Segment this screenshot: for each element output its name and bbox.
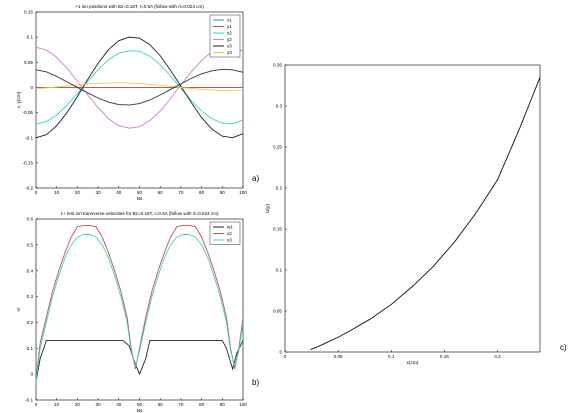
- y-tick-label: 0.1: [27, 35, 34, 40]
- legend-entry: w1: [227, 225, 233, 230]
- x-tick-label: 10: [54, 190, 60, 195]
- y-tick-label: 0.2: [276, 186, 283, 191]
- x-tick-label: 70: [178, 190, 184, 195]
- panel-label-c: c): [560, 343, 567, 352]
- legend-entry: x1: [227, 18, 232, 23]
- y-tick-label: 0.4: [27, 268, 34, 273]
- legend-entry: x3: [227, 44, 232, 49]
- x-tick-label: 80: [199, 402, 205, 407]
- y-tick-label: -0.05: [23, 110, 34, 115]
- series-line-x3: [35, 234, 244, 382]
- legend-entry: y1: [227, 24, 232, 29]
- x-tick-label: 0.2: [494, 354, 501, 359]
- y-tick-label: 0.15: [24, 10, 33, 15]
- y-tick-label: 0.05: [24, 60, 33, 65]
- x-tick-label: 10: [54, 402, 60, 407]
- y-axis-label: U(y): [265, 204, 271, 213]
- x-tick-label: 70: [178, 402, 184, 407]
- y-tick-label: 0: [279, 350, 282, 355]
- x-tick-label: 0.15: [440, 354, 449, 359]
- x-tick-label: 80: [199, 190, 205, 195]
- x-tick-label: 50: [137, 402, 143, 407]
- y-tick-label: 0: [30, 85, 33, 90]
- y-tick-label: 0.2: [27, 320, 34, 325]
- plot-area: [35, 11, 244, 189]
- x-tick-label: 0: [284, 354, 287, 359]
- x-axis-label: Ns: [137, 196, 143, 202]
- x-tick-label: 60: [158, 190, 164, 195]
- panel-label-b: b): [252, 378, 259, 387]
- x-tick-label: 40: [116, 190, 122, 195]
- x-tick-label: 60: [158, 402, 164, 407]
- x-tick-label: 100: [239, 190, 247, 195]
- plot-area: [284, 64, 541, 353]
- x-tick-label: 20: [75, 402, 81, 407]
- chart-3: 0 0.05 0.1 0.15 0.2 0 0.05 0.1 0.15 0.2 0.25 0.3 0.3…: [265, 63, 541, 366]
- x-tick-label: 50: [137, 190, 143, 195]
- x-tick-label: 0: [35, 190, 38, 195]
- legend-entry: x2: [227, 231, 232, 236]
- x-tick-label: 100: [239, 402, 247, 407]
- y-tick-label: 0.5: [27, 242, 34, 247]
- series-line-y3: [35, 82, 244, 91]
- legend-box: [209, 221, 241, 245]
- series-line-y2: [35, 46, 244, 129]
- y-tick-label: 0.3: [276, 104, 283, 109]
- y-tick-label: 0.25: [273, 145, 282, 150]
- y-tick-label: 0.1: [276, 268, 283, 273]
- y-tick-label: -0.1: [25, 135, 33, 140]
- x-tick-label: 90: [220, 402, 226, 407]
- y-tick-label: 0: [30, 372, 33, 377]
- series-line-series-1: [310, 77, 541, 350]
- series-line-x2: [35, 225, 244, 380]
- y-tick-label: 0.3: [27, 294, 34, 299]
- x-tick-label: 0: [35, 402, 38, 407]
- series-line-w1: [35, 340, 244, 382]
- y-tick-label: 0.15: [273, 227, 282, 232]
- x-tick-label: 30: [96, 402, 102, 407]
- y-tick-label: -0.2: [25, 186, 33, 191]
- series-line-x3: [35, 36, 244, 139]
- chart-1: +1 ion positions with Bz=0.18T, I=0.5A (…: [16, 4, 247, 202]
- legend-box: [209, 14, 241, 58]
- x-tick-label: 90: [220, 190, 226, 195]
- x-tick-label: 0.1: [388, 354, 395, 359]
- y-tick-label: 0.05: [273, 309, 282, 314]
- chart-title: 1+ test ion transverse velocities for Bz…: [60, 211, 219, 216]
- panel-label-a: a): [252, 174, 259, 183]
- series-line-series-7: [35, 68, 244, 106]
- legend-entry: x2: [227, 31, 232, 36]
- plot-area: [35, 218, 244, 401]
- y-tick-label: -0.15: [23, 160, 34, 165]
- legend-entry: x3: [227, 238, 232, 243]
- series-line-x2: [35, 50, 244, 125]
- x-axis-label: Ns: [137, 408, 143, 413]
- x-axis-label: x(cm): [407, 360, 419, 366]
- x-tick-label: 0.05: [334, 354, 343, 359]
- legend-entry: y2: [227, 37, 232, 42]
- x-tick-label: 40: [116, 402, 122, 407]
- y-tick-label: 0.1: [27, 346, 34, 351]
- x-tick-label: 20: [75, 190, 81, 195]
- y-axis-label: x, y(cm): [16, 91, 22, 108]
- y-axis-label: vr: [16, 307, 22, 311]
- chart-title: +1 ion positions with Bz=0.18T, I=0.5A (…: [75, 4, 204, 9]
- y-tick-label: 0.6: [27, 217, 34, 222]
- y-tick-label: 0.35: [273, 63, 282, 68]
- chart-2: 1+ test ion transverse velocities for Bz…: [16, 211, 247, 413]
- x-tick-label: 30: [96, 190, 102, 195]
- y-tick-label: -0.1: [25, 398, 33, 403]
- legend-entry: y3: [227, 50, 232, 55]
